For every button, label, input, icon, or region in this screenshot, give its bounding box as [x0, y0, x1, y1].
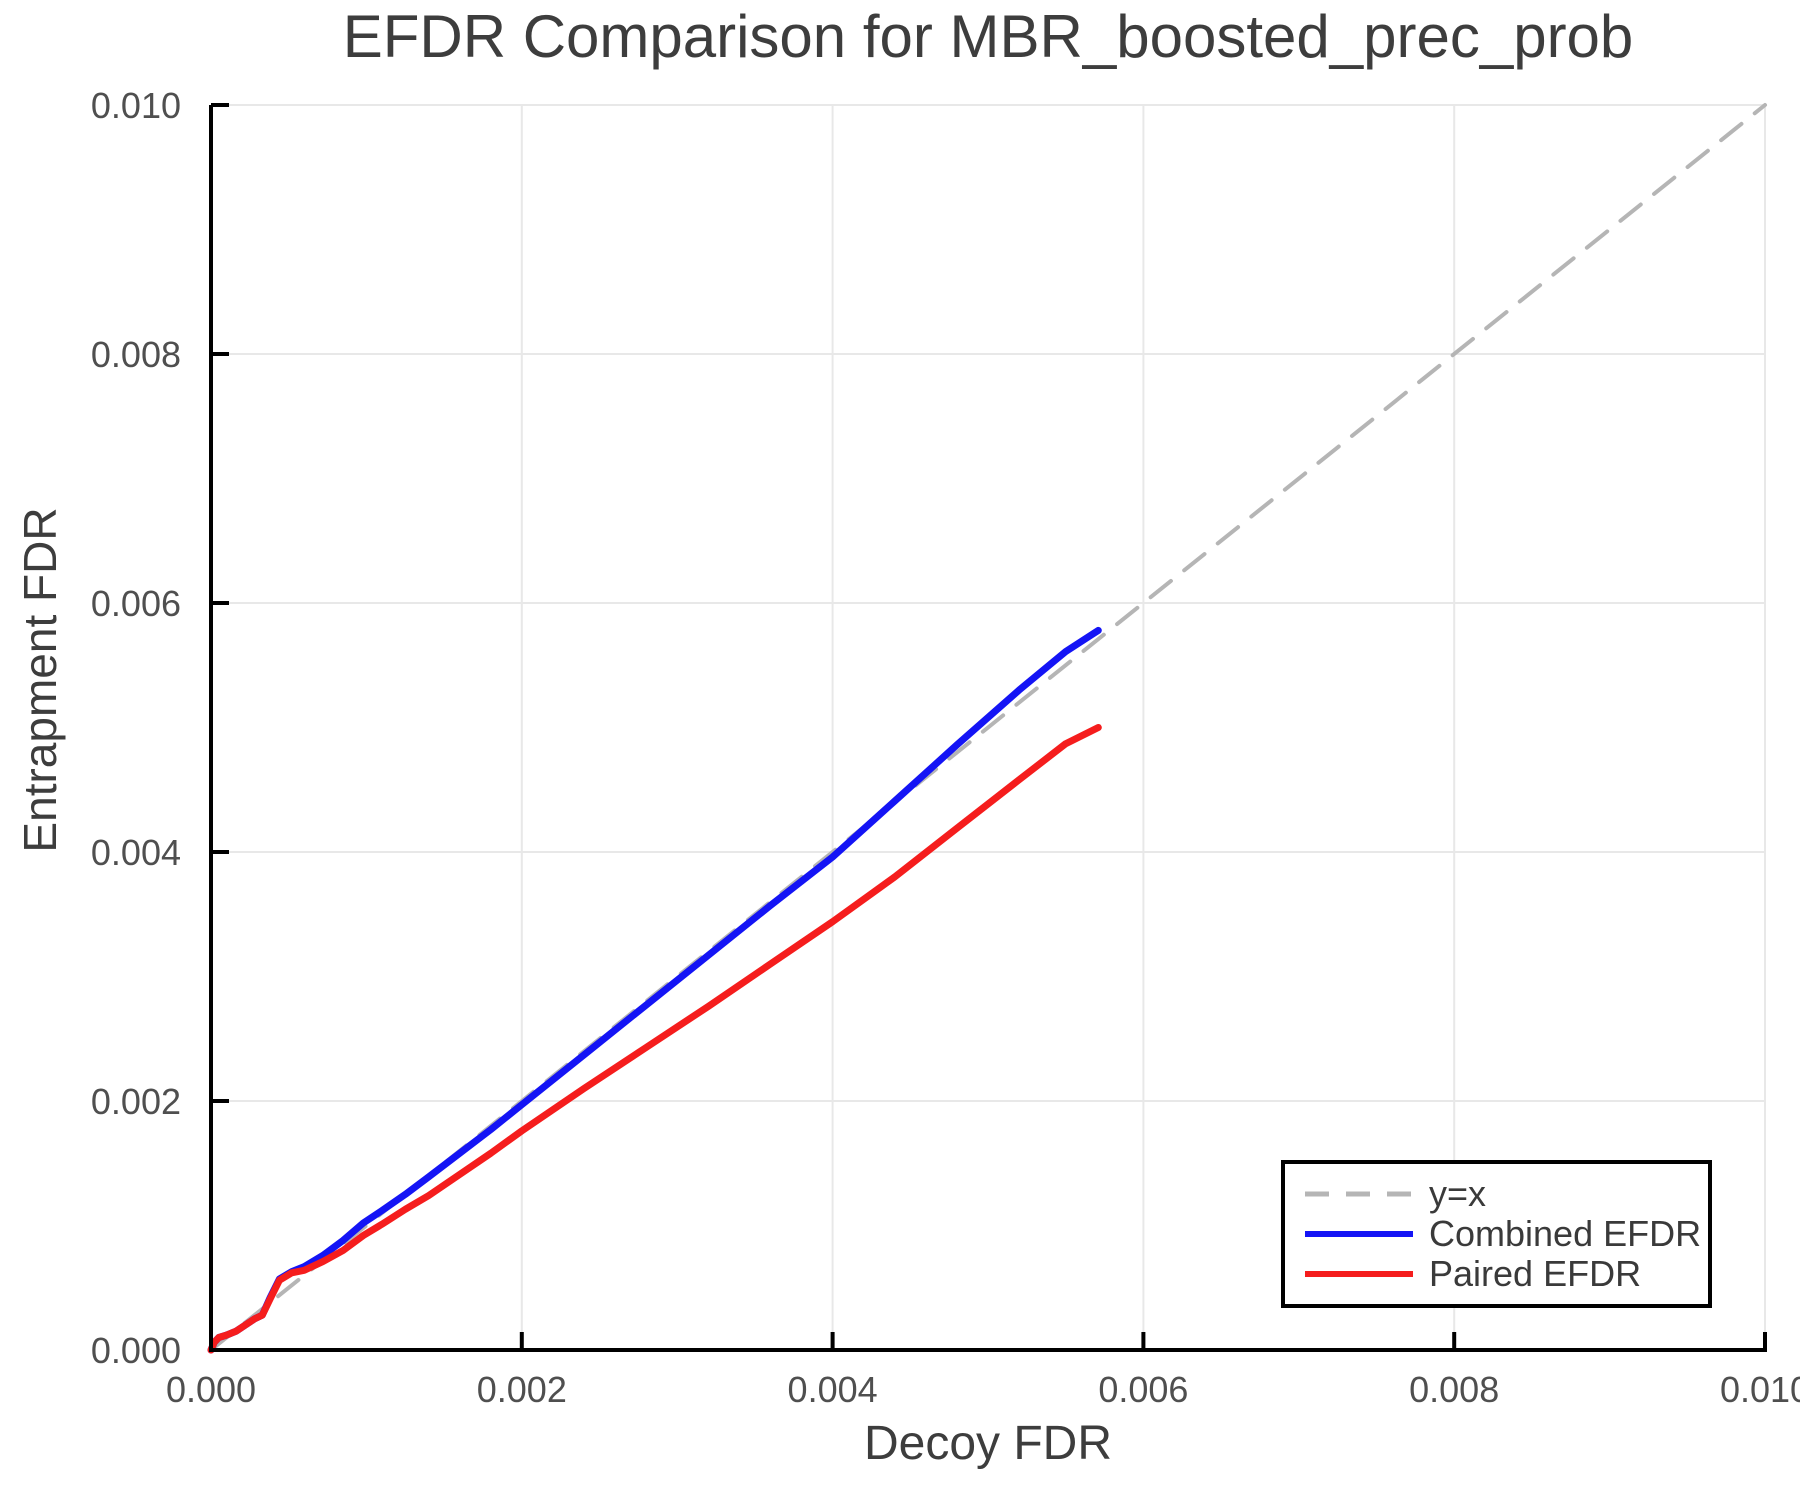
tick-label-layer: 0.000 0.002 0.004 0.006 0.008 0.010 0.000 0.002… — [91, 85, 1800, 1410]
y-tick-label: 0.008 — [91, 334, 181, 375]
x-tick-label: 0.006 — [1098, 1369, 1188, 1410]
series-layer — [207, 103, 1767, 1354]
grid-layer — [211, 104, 1766, 1350]
legend-label-paired-efdr: Paired EFDR — [1429, 1253, 1642, 1294]
series-line-paired-efdr — [207, 724, 1102, 1354]
x-tick-label: 0.002 — [477, 1369, 567, 1410]
y-axis-title: Entrapment FDR — [14, 507, 66, 853]
series-line-combined-efdr — [207, 626, 1102, 1354]
y-tick-label: 0.000 — [91, 1330, 181, 1371]
legend-item-identity: y=x — [1305, 1175, 1708, 1213]
series-line-y-x — [209, 103, 1767, 1352]
legend-label-combined-efdr: Combined EFDR — [1429, 1213, 1702, 1254]
x-tick-label: 0.004 — [788, 1369, 878, 1410]
y-tick-label: 0.004 — [91, 832, 181, 873]
axes-layer — [209, 103, 1767, 1352]
paired-efdr-swatch-icon — [1305, 1271, 1413, 1277]
chart-title: EFDR Comparison for MBR_boosted_prec_pro… — [342, 3, 1634, 70]
x-tick-label: 0.000 — [166, 1369, 256, 1410]
legend-item-combined-efdr: Combined EFDR — [1305, 1215, 1708, 1253]
combined-efdr-swatch-icon — [1305, 1231, 1413, 1237]
x-axis-title: Decoy FDR — [863, 1417, 1113, 1470]
identity-line-swatch-icon — [1305, 1191, 1413, 1197]
x-tick-label: 0.010 — [1720, 1369, 1800, 1410]
legend: y=x Combined EFDR Paired EFDR — [1281, 1160, 1712, 1308]
y-tick-label: 0.002 — [91, 1081, 181, 1122]
y-tick-label: 0.010 — [91, 85, 181, 126]
y-tick-label: 0.006 — [91, 583, 181, 624]
legend-item-paired-efdr: Paired EFDR — [1305, 1255, 1708, 1293]
x-tick-label: 0.008 — [1409, 1369, 1499, 1410]
legend-label-identity: y=x — [1429, 1173, 1487, 1214]
